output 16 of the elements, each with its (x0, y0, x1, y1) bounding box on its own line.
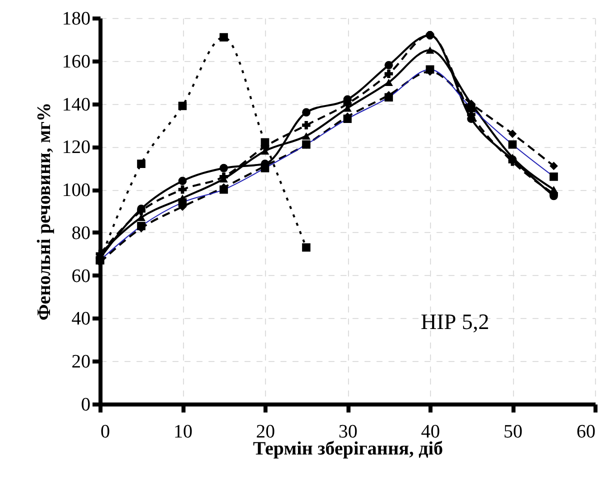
y-tick-label: 160 (62, 51, 90, 72)
x-tick-label: 60 (576, 422, 596, 442)
y-tick-label: 140 (62, 94, 90, 116)
y-tick-label: 180 (62, 8, 90, 30)
y-tick-label: 20 (72, 352, 90, 373)
annotation: НІР 5,2 (420, 309, 490, 334)
x-tick-label: 50 (504, 422, 522, 442)
y-tick-label: 80 (72, 222, 90, 244)
x-tick-label: 0 (100, 422, 110, 442)
y-axis-title: Фенольні речовини, мг% (34, 102, 55, 321)
y-tick-label: 0 (81, 394, 90, 416)
y-tick-label: 100 (62, 180, 90, 202)
y-tick-label: 40 (72, 308, 90, 330)
y-tick-label: 60 (72, 266, 90, 287)
x-tick-label: 10 (174, 422, 192, 442)
y-tick-label: 120 (62, 137, 90, 158)
